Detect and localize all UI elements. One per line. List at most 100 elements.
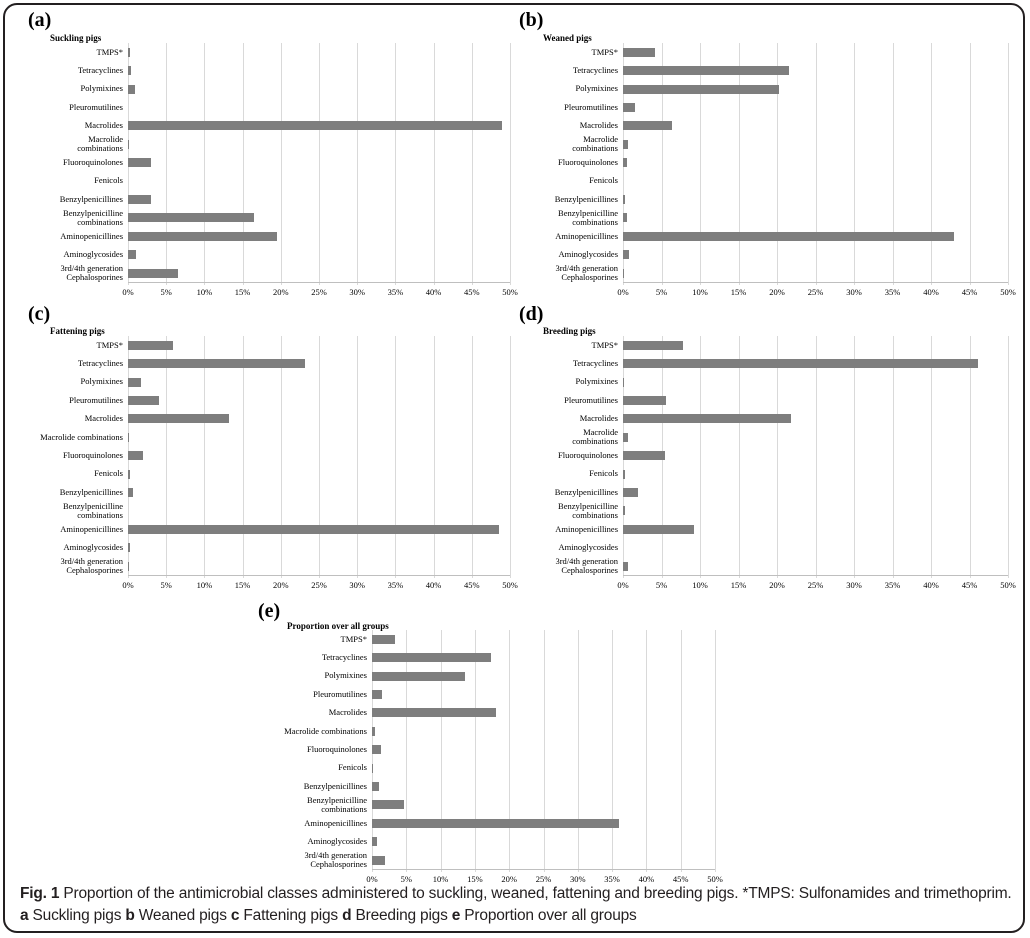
- category-label: Fenicols: [94, 175, 123, 186]
- x-tick-label: 20%: [273, 287, 289, 298]
- category-label: Tetracyclines: [77, 65, 123, 75]
- category-label: Fluoroquinolones: [307, 744, 367, 754]
- chart-title-d: Breeding pigs: [543, 326, 596, 336]
- category-label: TMPS*: [591, 46, 618, 57]
- x-tick-label: 20%: [769, 580, 785, 591]
- x-tick-label: 0%: [617, 580, 629, 591]
- category-label: Aminoglycosides: [63, 542, 124, 552]
- category-label: TMPS*: [96, 46, 123, 57]
- category-label: Aminoglycosides: [307, 836, 368, 846]
- caption-subpanel-key: c: [230, 907, 240, 924]
- bar: [372, 855, 386, 865]
- category-label: Pleuromutilines: [564, 101, 618, 112]
- gridline: [970, 336, 971, 579]
- bar: [372, 726, 376, 736]
- x-tick-label: 45%: [464, 287, 480, 298]
- caption-subpanel-label: Breeding pigs: [351, 907, 452, 924]
- gridline: [472, 43, 473, 286]
- x-tick-label: 30%: [349, 580, 365, 591]
- category-label: Tetracyclines: [572, 65, 618, 75]
- gridline: [931, 43, 932, 286]
- category-label: TMPS*: [340, 633, 367, 644]
- category-label: Benzylpenicilline combinations: [63, 207, 123, 227]
- gridline: [166, 336, 167, 579]
- category-label: Benzylpenicillines: [303, 780, 367, 791]
- bar: [623, 194, 625, 204]
- gridline: [816, 43, 817, 286]
- panel-label-b: (b): [519, 9, 544, 31]
- x-tick-label: 30%: [570, 874, 586, 885]
- panel-label-c: (c): [28, 303, 51, 325]
- gridline: [243, 336, 244, 579]
- bar: [623, 377, 624, 387]
- bar: [623, 487, 639, 497]
- x-tick-label: 50%: [1000, 580, 1016, 591]
- gridline: [475, 630, 476, 873]
- bar: [128, 451, 143, 461]
- category-label: Benzylpenicillines: [554, 193, 618, 204]
- x-tick-label: 20%: [501, 874, 517, 885]
- gridline: [1008, 43, 1009, 286]
- x-tick-label: 20%: [769, 287, 785, 298]
- bar: [128, 524, 499, 534]
- gridline: [243, 43, 244, 286]
- fig-label: Fig. 1: [20, 885, 60, 902]
- bar: [623, 213, 627, 223]
- bar: [128, 84, 135, 94]
- x-tick-label: 50%: [1000, 287, 1016, 298]
- x-tick-label: 15%: [234, 287, 251, 298]
- category-label: Aminopenicillines: [60, 523, 123, 534]
- gridline: [357, 43, 358, 286]
- gridline: [319, 336, 320, 579]
- x-tick-label: 50%: [502, 580, 518, 591]
- category-label: Aminopenicillines: [555, 523, 618, 534]
- chart-d: TMPS* Tetracyclines Polymixines Pleuromutil…: [543, 336, 1016, 593]
- category-label: Polymixines: [575, 376, 618, 387]
- bar: [372, 763, 373, 773]
- bar: [128, 250, 136, 260]
- bar: [128, 377, 141, 387]
- gridline: [893, 336, 894, 579]
- category-label: Fenicols: [589, 175, 618, 186]
- x-tick-label: 10%: [432, 874, 449, 885]
- chart-e: TMPS* Tetracyclines Polymixines Pleuromutil…: [268, 630, 723, 887]
- bar: [623, 158, 627, 168]
- bar: [128, 194, 151, 204]
- x-tick-label: 10%: [692, 580, 708, 591]
- gridline: [281, 336, 282, 579]
- panel-a: (a) Suckling pigs TMPS* Tetracyclines Poly…: [10, 6, 518, 302]
- x-axis-line: [623, 575, 1008, 577]
- bar: [128, 213, 255, 223]
- x-tick-label: 40%: [638, 874, 655, 885]
- chart-title-c: Fattening pigs: [50, 326, 105, 336]
- bar: [623, 340, 684, 350]
- x-axis-line: [128, 575, 510, 577]
- category-label: TMPS*: [96, 339, 123, 350]
- panel-label-d: (d): [519, 303, 544, 325]
- gridline: [204, 336, 205, 579]
- chart-title-a: Suckling pigs: [50, 33, 102, 43]
- x-axis-line: [623, 282, 1008, 284]
- bar: [623, 102, 635, 112]
- bar: [623, 139, 628, 149]
- bar: [623, 524, 694, 534]
- gridline: [612, 630, 613, 873]
- bar: [372, 818, 619, 828]
- caption-text: Proportion of the antimicrobial classes …: [63, 885, 1012, 902]
- panel-c: (c) Fattening pigs TMPS* Tetracyclines Pol…: [10, 300, 518, 592]
- chart-title-b: Weaned pigs: [543, 33, 592, 43]
- category-label: Fluoroquinolones: [558, 450, 618, 460]
- gridline: [646, 630, 647, 873]
- category-label: Macrolide combinations: [572, 134, 618, 154]
- category-label: Aminopenicillines: [555, 230, 618, 241]
- bar: [372, 708, 497, 718]
- bar: [128, 414, 229, 424]
- gridline: [319, 43, 320, 286]
- bar: [623, 66, 789, 76]
- category-label: Fluoroquinolones: [63, 157, 123, 167]
- x-tick-label: 0%: [122, 287, 134, 298]
- category-label: Polymixines: [575, 83, 618, 94]
- gridline: [434, 43, 435, 286]
- gridline: [395, 336, 396, 579]
- x-tick-label: 10%: [196, 287, 213, 298]
